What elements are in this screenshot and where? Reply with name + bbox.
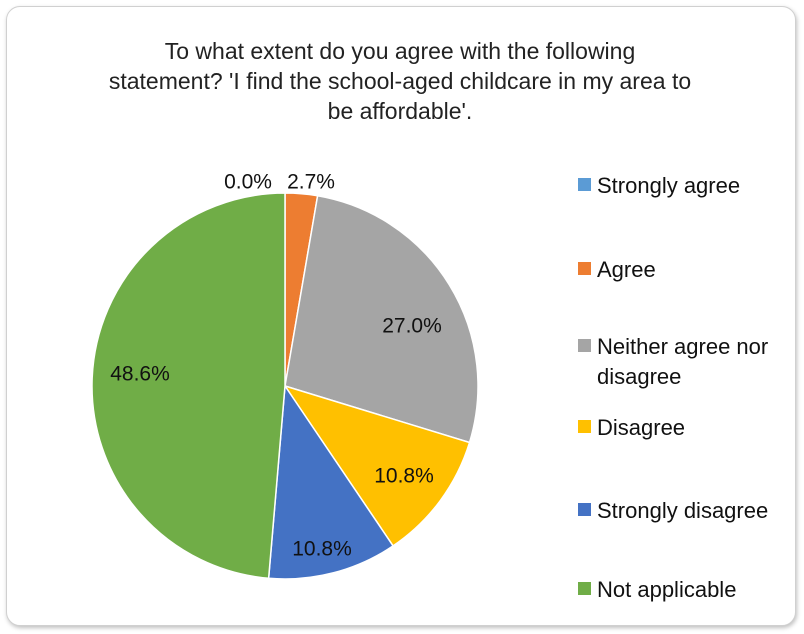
data-label-strongly-agree: 0.0% — [224, 171, 272, 194]
legend-label: Strongly agree — [597, 173, 741, 198]
data-label-not-applicable: 48.6% — [110, 363, 170, 386]
pie-slice-strongly-disagree — [267, 383, 395, 580]
pie-slice-disagree — [283, 384, 471, 547]
chart-title: To what extent do you agree with the fol… — [108, 38, 692, 124]
legend-swatch — [578, 178, 591, 191]
legend-swatch — [578, 582, 591, 595]
legend-item-disagree: Disagree — [578, 413, 797, 443]
legend-swatch — [578, 420, 591, 433]
legend: Strongly agree Agree Neither agree nor dis… — [578, 0, 804, 634]
legend-item-strongly-agree: Strongly agree — [578, 171, 797, 201]
pie-slice-not-applicable — [91, 192, 286, 580]
legend-label: Strongly disagree — [597, 498, 769, 523]
legend-item-strongly-disagree: Strongly disagree — [578, 496, 797, 526]
pie-slice-neither-agree-nor-disagree — [284, 194, 479, 444]
data-label-agree: 2.7% — [287, 171, 335, 194]
data-label-neither-agree-nor-disagree: 27.0% — [382, 315, 442, 338]
legend-swatch — [578, 339, 591, 352]
legend-swatch — [578, 262, 591, 275]
data-label-disagree: 10.8% — [374, 465, 434, 488]
legend-label: Disagree — [597, 415, 686, 440]
legend-item-agree: Agree — [578, 255, 797, 285]
data-label-strongly-disagree: 10.8% — [292, 538, 352, 561]
legend-item-not-applicable: Not applicable — [578, 575, 797, 605]
legend-item-neither-agree-nor-disagree: Neither agree nor disagree — [578, 332, 797, 392]
legend-label: Neither agree nor disagree — [597, 334, 769, 389]
legend-label: Not applicable — [597, 577, 737, 602]
legend-label: Agree — [597, 257, 656, 282]
legend-swatch — [578, 503, 591, 516]
